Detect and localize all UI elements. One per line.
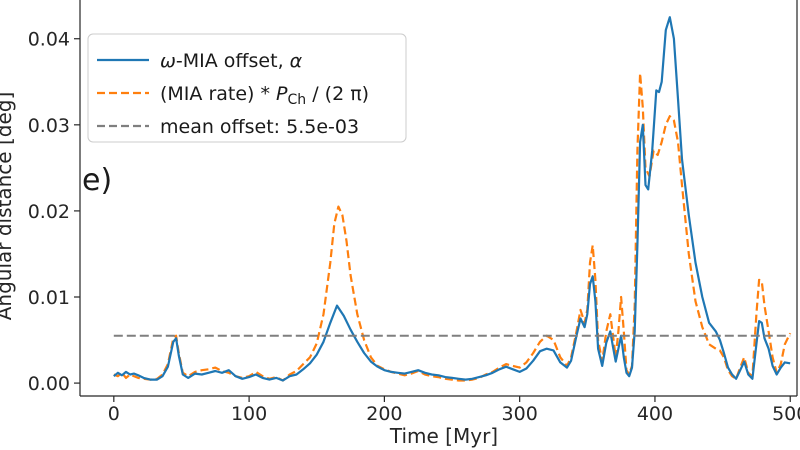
x-tick-label: 400 — [637, 403, 673, 425]
x-tick-label: 200 — [366, 403, 402, 425]
y-tick-label: 0.02 — [28, 201, 70, 223]
legend-label-2: mean offset: 5.5e-03 — [160, 116, 359, 138]
y-tick-label: 0.03 — [28, 115, 70, 137]
y-tick-label: 0.04 — [28, 29, 70, 51]
x-tick-label: 500 — [772, 403, 800, 425]
axes: 0 100 200 300 400 500 0.00 0.01 0.02 0.03 0.04 — [28, 0, 800, 425]
y-tick-label: 0.00 — [28, 373, 70, 395]
y-axis-label: Angular distance [deg] — [0, 92, 16, 321]
series-lines — [113, 16, 792, 382]
x-axis-label: Time [Myr] — [389, 424, 498, 448]
x-tick-label: 0 — [108, 403, 120, 425]
legend-label-0: ω-MIA offset, α — [160, 50, 303, 72]
series-line-1 — [113, 72, 792, 382]
y-tick-label: 0.01 — [28, 287, 70, 309]
legend: ω-MIA offset, α (MIA rate) * PCh / (2 π) m… — [87, 33, 407, 143]
x-tick-label: 100 — [231, 403, 267, 425]
x-tick-label: 300 — [502, 403, 538, 425]
panel-label: e) — [82, 163, 112, 198]
legend-label-1: (MIA rate) * PCh / (2 π) — [160, 83, 369, 108]
series-line-0 — [113, 16, 791, 382]
legend-box — [87, 33, 407, 143]
